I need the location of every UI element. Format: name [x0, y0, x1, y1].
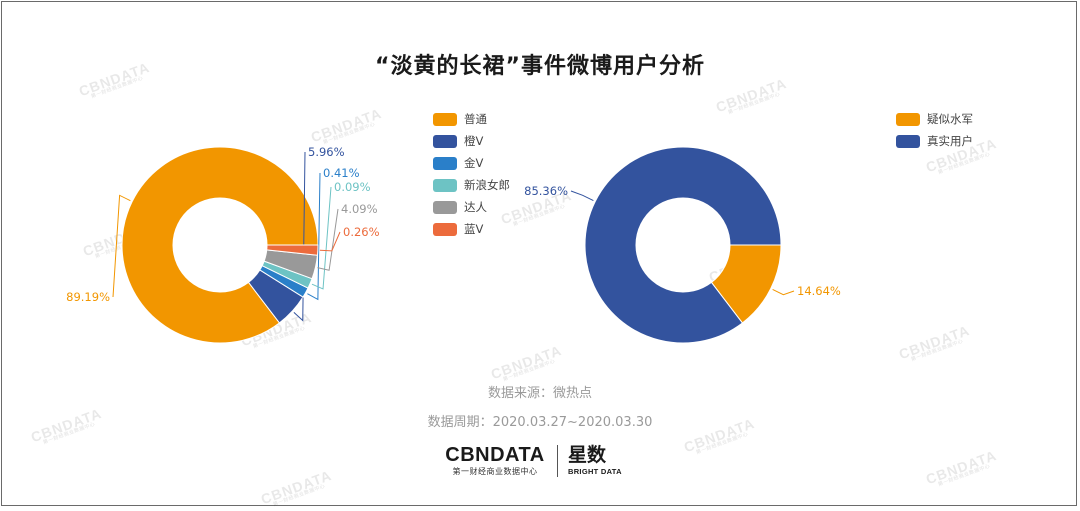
legend-label: 蓝V	[464, 222, 484, 236]
brand-logo: CBNDATA 第一财经商业数据中心 星数 BRIGHT DATA	[443, 441, 643, 481]
legend-label: 达人	[464, 200, 487, 214]
data-label-橙V: 5.96%	[308, 145, 345, 159]
legend-label: 普通	[464, 112, 487, 126]
legend-swatch	[896, 112, 920, 126]
legend-swatch	[433, 200, 457, 214]
legend-item-达人[interactable]: 达人	[433, 196, 510, 218]
legend-item-真实用户[interactable]: 真实用户	[896, 130, 973, 152]
legend-swatch	[896, 134, 920, 148]
legend-swatch	[433, 112, 457, 126]
legend-swatch	[433, 156, 457, 170]
legend-label: 金V	[464, 156, 484, 170]
donut-chart-2: 14.64% 85.36%	[524, 146, 841, 344]
data-label-蓝V: 0.26%	[343, 225, 380, 239]
slice-蓝V	[266, 244, 319, 256]
legend-item-橙V[interactable]: 橙V	[433, 130, 510, 152]
slice-真实用户	[584, 146, 782, 344]
legend-swatch	[433, 222, 457, 236]
slice-普通	[121, 146, 319, 344]
legend-label: 真实用户	[927, 134, 973, 148]
legend-item-疑似水军[interactable]: 疑似水军	[896, 108, 973, 130]
legend-swatch	[433, 178, 457, 192]
legend-item-普通[interactable]: 普通	[433, 108, 510, 130]
slice-橙V	[247, 269, 304, 324]
legend-label: 橙V	[464, 134, 484, 148]
bright-data-logo-text: 星数	[568, 444, 607, 466]
data-period: 数据周期：2020.03.27~2020.03.30	[427, 415, 653, 430]
donut-chart-1: 89.19% 5.96% 0.41%0.09% 4.09% 0.26%	[66, 145, 380, 344]
logo-divider	[557, 445, 558, 477]
legend-label: 疑似水军	[927, 112, 973, 126]
data-label-新浪女郎: 0.09%	[334, 180, 371, 194]
cbndata-logo-subtitle: 第一财经商业数据中心	[452, 467, 538, 476]
data-label-真实用户: 85.36%	[524, 184, 568, 198]
data-source: 数据来源：微热点	[487, 386, 592, 401]
legend-swatch	[433, 134, 457, 148]
leader-line-疑似水军	[772, 288, 795, 296]
chart-title: “淡黄的长裙”事件微博用户分析	[375, 54, 705, 79]
leader-line-金V	[307, 172, 321, 301]
bright-data-logo-subtitle: BRIGHT DATA	[568, 467, 622, 476]
leader-line-蓝V	[319, 231, 341, 252]
legend-label: 新浪女郎	[464, 178, 510, 192]
leader-line-橙V	[293, 151, 306, 322]
data-label-普通: 89.19%	[66, 290, 110, 304]
slice-达人	[263, 249, 319, 280]
cbndata-logo: CBNDATA 第一财经商业数据中心	[443, 444, 547, 478]
legend-user-authenticity: 疑似水军 真实用户	[896, 108, 973, 152]
data-label-达人: 4.09%	[341, 202, 378, 216]
leader-line-达人	[317, 208, 339, 271]
data-label-金V: 0.41%	[323, 166, 360, 180]
legend-item-新浪女郎[interactable]: 新浪女郎	[433, 174, 510, 196]
legend-item-金V[interactable]: 金V	[433, 152, 510, 174]
leader-line-新浪女郎	[311, 186, 332, 290]
leader-line-普通	[112, 194, 131, 298]
cbndata-logo-text: CBNDATA	[445, 444, 545, 466]
leader-line-真实用户	[570, 190, 594, 202]
legend-user-types: 普通橙V 金V 新浪女郎达人蓝V	[433, 108, 510, 240]
data-label-疑似水军: 14.64%	[797, 284, 841, 298]
legend-item-蓝V[interactable]: 蓝V	[433, 218, 510, 240]
bright-data-logo: 星数 BRIGHT DATA	[568, 444, 622, 478]
